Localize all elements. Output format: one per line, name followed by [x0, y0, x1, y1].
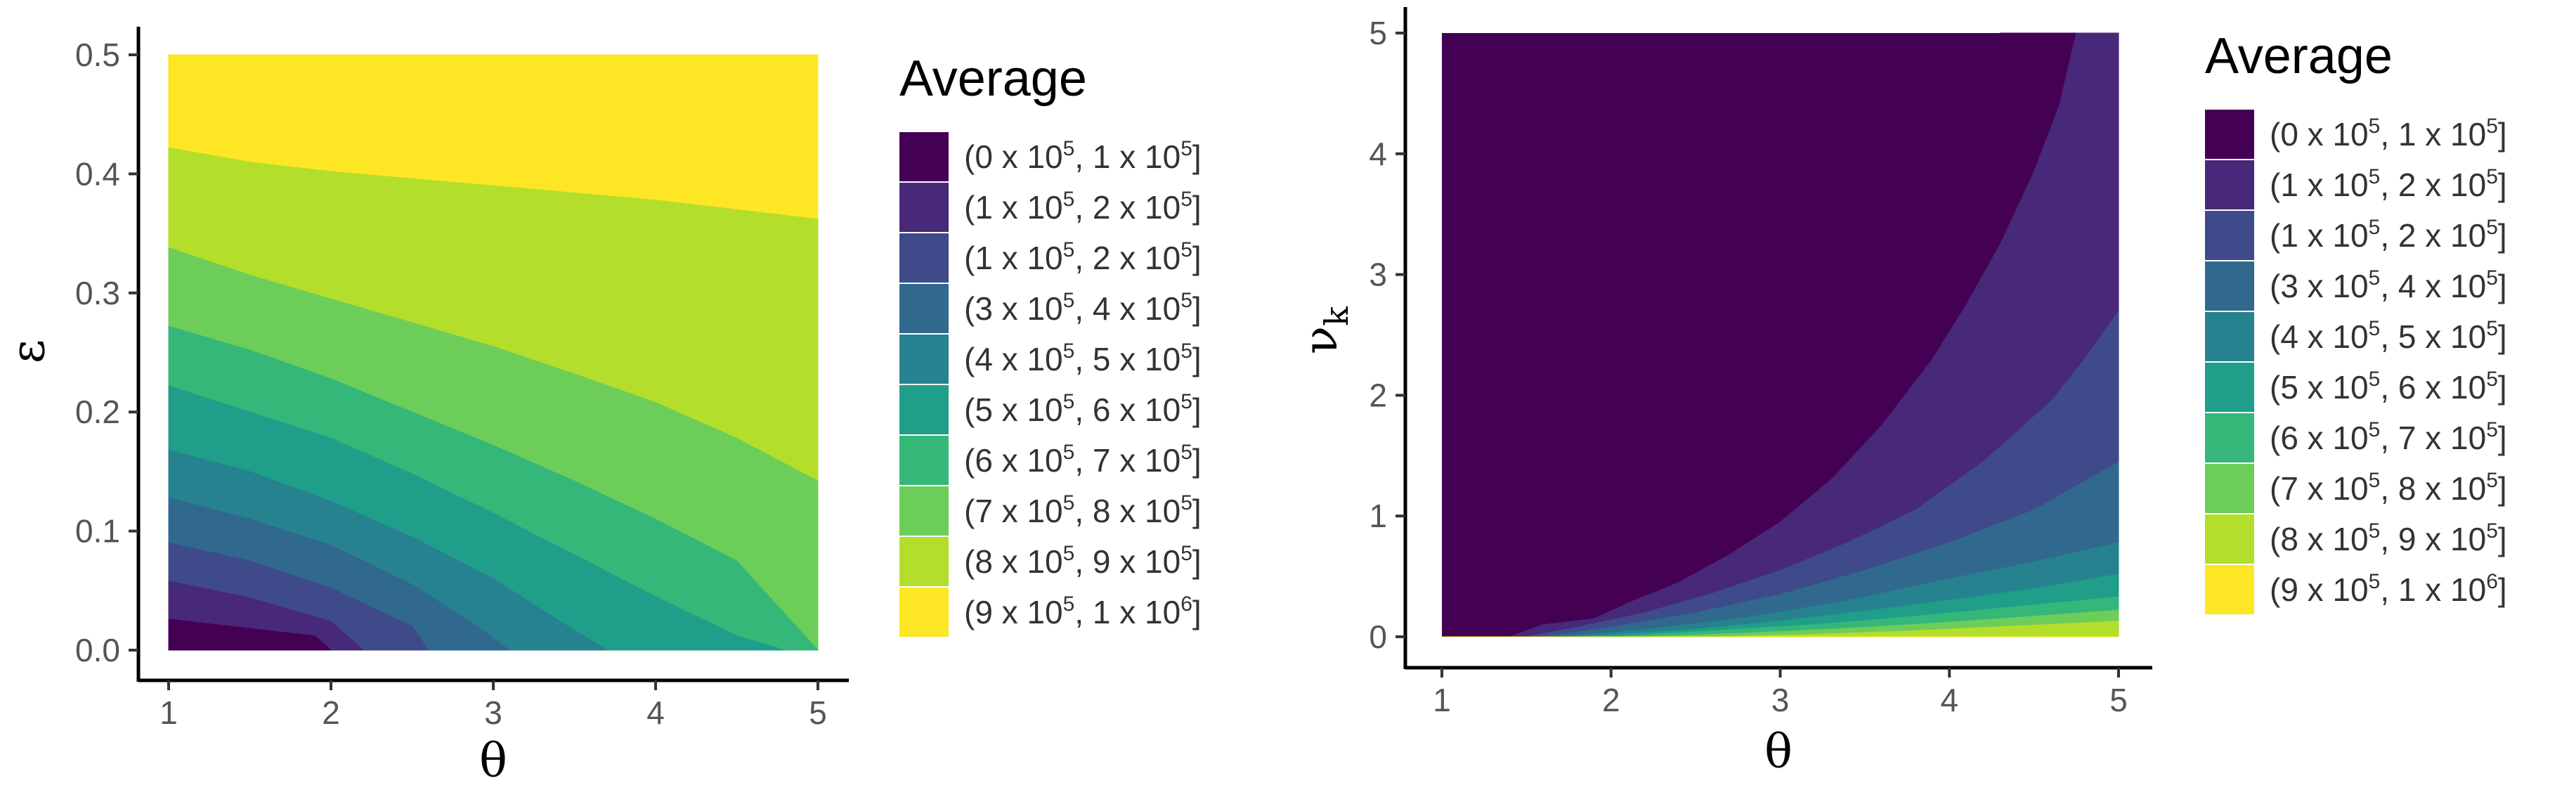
- legend-label: (7 x 105, 8 x 105]: [964, 491, 1202, 529]
- left-legend: (0 x 105, 1 x 105] (1 x 105, 2 x 105] (1 x…: [899, 132, 1202, 637]
- legend-label: (6 x 105, 7 x 105]: [964, 441, 1202, 479]
- right-y-axis-title: νk: [1294, 306, 1355, 354]
- legend-swatch: [2205, 261, 2254, 311]
- y-tick-label: 1: [1369, 498, 1387, 534]
- right-legend: (0 x 105, 1 x 105] (1 x 105, 2 x 105] (1 x…: [2205, 110, 2507, 614]
- legend-label: (8 x 105, 9 x 105]: [2270, 519, 2507, 557]
- legend-label: (9 x 105, 1 x 106]: [964, 592, 1202, 630]
- contour-band: [168, 619, 332, 651]
- legend-label: (9 x 105, 1 x 106]: [2270, 570, 2507, 608]
- legend-swatch: [2205, 514, 2254, 564]
- legend-label: (4 x 105, 5 x 105]: [2270, 317, 2507, 355]
- left-panel: 0.0 0.1 0.2 0.3 0.4 0.5 1 2 3 4 5 θ ε Average (0 …: [1, 27, 1202, 788]
- y-tick-label: 3: [1369, 257, 1387, 293]
- legend-label: (1 x 105, 2 x 105]: [964, 238, 1202, 276]
- left-contour-plot: [168, 54, 819, 651]
- x-tick-label: 2: [322, 694, 340, 731]
- legend-swatch: [899, 537, 949, 586]
- x-tick-label: 2: [1602, 682, 1620, 718]
- legend-swatch: [899, 183, 949, 232]
- legend-swatch: [2205, 413, 2254, 462]
- legend-label: (0 x 105, 1 x 105]: [2270, 115, 2507, 153]
- legend-label: (7 x 105, 8 x 105]: [2270, 469, 2507, 507]
- legend-label: (1 x 105, 2 x 105]: [964, 188, 1202, 226]
- y-tick-label: 5: [1369, 15, 1387, 51]
- legend-label: (0 x 105, 1 x 105]: [964, 137, 1202, 175]
- legend-swatch: [899, 284, 949, 333]
- right-y-axis-title-sub: k: [1318, 306, 1355, 326]
- right-y-axis-title-main: ν: [1294, 326, 1348, 354]
- legend-swatch: [899, 385, 949, 434]
- right-x-ticks: 1 2 3 4 5: [1433, 668, 2128, 718]
- y-tick-label: 4: [1369, 136, 1387, 172]
- right-contour-plot: [1442, 32, 2119, 637]
- left-y-axis-title: ε: [1, 339, 55, 363]
- left-y-ticks: 0.0 0.1 0.2 0.3 0.4 0.5: [75, 37, 138, 668]
- legend-label: (3 x 105, 4 x 105]: [964, 289, 1202, 327]
- y-tick-label: 0.4: [75, 155, 120, 192]
- legend-swatch: [2205, 565, 2254, 614]
- legend-swatch: [899, 486, 949, 536]
- y-tick-label: 0.5: [75, 37, 120, 73]
- legend-swatch: [2205, 363, 2254, 412]
- legend-label: (5 x 105, 6 x 105]: [964, 390, 1202, 428]
- legend-swatch: [2205, 211, 2254, 260]
- x-tick-label: 4: [1940, 682, 1958, 718]
- right-x-axis-title: θ: [1764, 725, 1793, 779]
- legend-swatch: [2205, 464, 2254, 513]
- right-legend-title: Average: [2205, 28, 2393, 84]
- x-tick-label: 1: [160, 694, 178, 731]
- legend-swatch: [899, 436, 949, 485]
- right-y-ticks: 0 1 2 3 4 5: [1369, 15, 1405, 655]
- legend-swatch: [2205, 110, 2254, 159]
- left-x-axis-title: θ: [479, 734, 507, 788]
- legend-swatch: [899, 132, 949, 181]
- legend-swatch: [2205, 312, 2254, 361]
- y-tick-label: 2: [1369, 377, 1387, 413]
- legend-label: (6 x 105, 7 x 105]: [2270, 418, 2507, 456]
- y-tick-label: 0: [1369, 619, 1387, 655]
- right-panel: 0 1 2 3 4 5 1 2 3 4 5 θ νk Average (0 x 105, 1 x …: [1294, 7, 2507, 779]
- x-tick-label: 4: [646, 694, 665, 731]
- legend-label: (3 x 105, 4 x 105]: [2270, 266, 2507, 304]
- y-tick-label: 0.0: [75, 632, 120, 668]
- legend-label: (4 x 105, 5 x 105]: [964, 339, 1202, 377]
- left-legend-title: Average: [899, 51, 1087, 107]
- contour-band: [1442, 621, 2119, 637]
- x-tick-label: 3: [484, 694, 502, 731]
- x-tick-label: 3: [1771, 682, 1790, 718]
- legend-swatch: [2205, 160, 2254, 209]
- x-tick-label: 1: [1433, 682, 1451, 718]
- left-x-ticks: 1 2 3 4 5: [160, 680, 827, 731]
- legend-label: (8 x 105, 9 x 105]: [964, 542, 1202, 580]
- legend-swatch: [899, 588, 949, 637]
- legend-label: (5 x 105, 6 x 105]: [2270, 368, 2507, 406]
- y-tick-label: 0.2: [75, 394, 120, 430]
- legend-swatch: [899, 335, 949, 384]
- legend-swatch: [899, 233, 949, 283]
- legend-label: (1 x 105, 2 x 105]: [2270, 165, 2507, 203]
- y-tick-label: 0.1: [75, 513, 120, 550]
- y-tick-label: 0.3: [75, 275, 120, 311]
- x-tick-label: 5: [809, 694, 827, 731]
- legend-label: (1 x 105, 2 x 105]: [2270, 216, 2507, 254]
- x-tick-label: 5: [2109, 682, 2128, 718]
